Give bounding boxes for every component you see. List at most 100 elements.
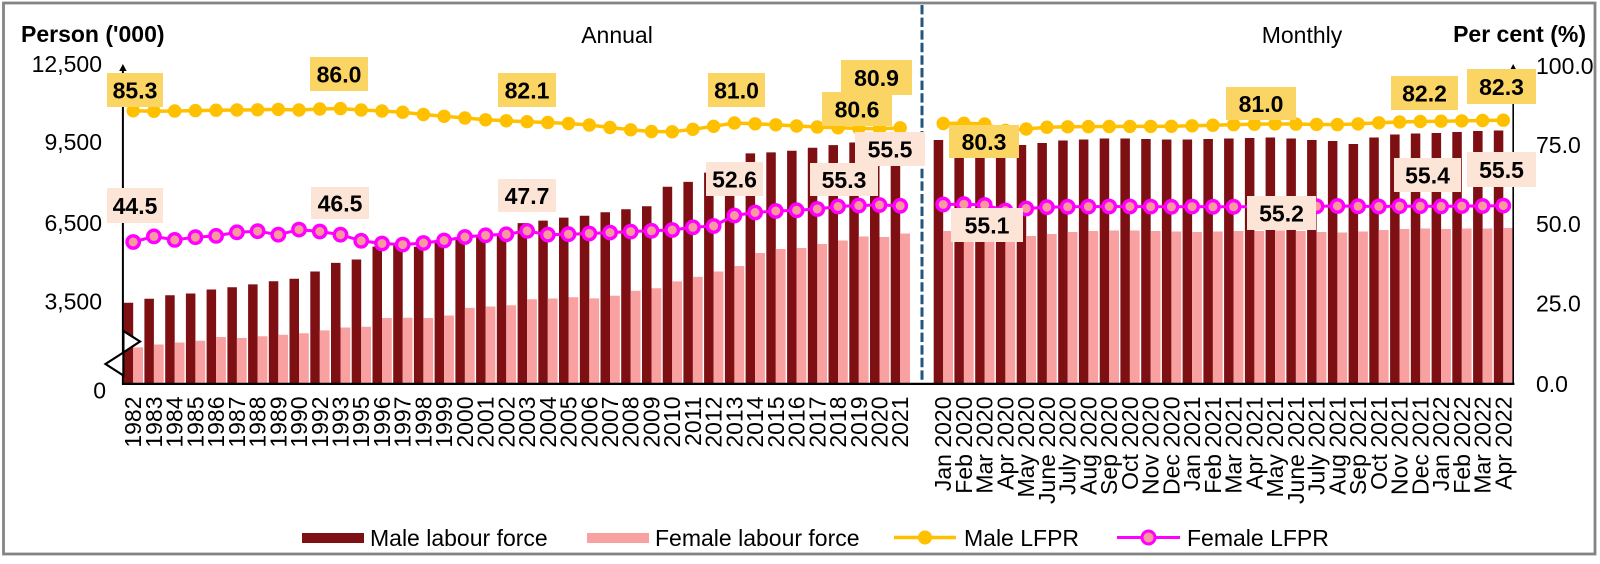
svg-text:2007: 2007	[597, 397, 623, 448]
svg-text:Monthly: Monthly	[1262, 22, 1343, 48]
svg-text:Nov 2021: Nov 2021	[1387, 397, 1413, 495]
svg-text:Dec 2020: Dec 2020	[1158, 397, 1184, 495]
svg-text:52.6: 52.6	[712, 167, 757, 193]
svg-text:2001: 2001	[473, 396, 499, 447]
svg-text:1988: 1988	[245, 397, 271, 448]
svg-text:Feb 2022: Feb 2022	[1449, 397, 1475, 494]
svg-text:1983: 1983	[141, 397, 167, 448]
svg-text:2011: 2011	[680, 397, 706, 446]
svg-text:1985: 1985	[182, 397, 208, 448]
svg-text:55.1: 55.1	[965, 213, 1010, 239]
svg-text:1987: 1987	[224, 397, 250, 448]
svg-text:1982: 1982	[120, 397, 146, 448]
svg-text:2000: 2000	[452, 397, 478, 448]
svg-text:81.0: 81.0	[1239, 91, 1284, 117]
svg-text:Mar 2021: Mar 2021	[1221, 397, 1247, 494]
svg-text:Female LFPR: Female LFPR	[1187, 525, 1329, 551]
svg-text:2016: 2016	[784, 397, 810, 448]
svg-text:55.3: 55.3	[822, 167, 867, 193]
svg-text:Male LFPR: Male LFPR	[964, 525, 1079, 551]
svg-text:2006: 2006	[576, 397, 602, 448]
svg-text:Person ('000): Person ('000)	[21, 21, 165, 47]
svg-text:80.3: 80.3	[962, 129, 1007, 155]
svg-text:2017: 2017	[804, 397, 830, 448]
svg-text:6,500: 6,500	[44, 210, 102, 236]
svg-text:2004: 2004	[535, 396, 561, 447]
svg-text:46.5: 46.5	[318, 191, 363, 217]
svg-text:0.0: 0.0	[1536, 371, 1568, 397]
svg-text:Jan 2022: Jan 2022	[1428, 397, 1454, 492]
svg-text:80.9: 80.9	[854, 65, 899, 91]
svg-text:Apr 2022: Apr 2022	[1490, 397, 1516, 490]
svg-text:Apr 2020: Apr 2020	[992, 397, 1018, 490]
svg-text:2005: 2005	[556, 397, 582, 448]
svg-text:Mar 2022: Mar 2022	[1470, 397, 1496, 494]
svg-text:1996: 1996	[369, 397, 395, 448]
svg-text:Per cent (%): Per cent (%)	[1453, 21, 1586, 47]
svg-text:86.0: 86.0	[317, 62, 362, 88]
svg-text:55.2: 55.2	[1259, 201, 1304, 227]
svg-text:Sep 2020: Sep 2020	[1096, 397, 1122, 495]
svg-text:2009: 2009	[639, 397, 665, 448]
svg-text:1984: 1984	[162, 396, 188, 447]
svg-text:May 2021: May 2021	[1262, 397, 1288, 498]
svg-text:July 2021: July 2021	[1304, 397, 1330, 495]
svg-text:3,500: 3,500	[44, 289, 102, 315]
svg-text:80.6: 80.6	[835, 97, 880, 123]
svg-text:2002: 2002	[493, 397, 519, 448]
svg-text:Nov 2020: Nov 2020	[1138, 397, 1164, 495]
svg-text:1990: 1990	[286, 397, 312, 448]
svg-text:55.5: 55.5	[1479, 157, 1524, 183]
svg-text:Feb 2021: Feb 2021	[1200, 397, 1226, 494]
svg-text:Oct 2020: Oct 2020	[1117, 397, 1143, 490]
svg-text:12,500: 12,500	[32, 51, 102, 77]
svg-text:June 2021: June 2021	[1283, 397, 1309, 504]
svg-text:Mar 2020: Mar 2020	[972, 396, 998, 493]
svg-text:1995: 1995	[348, 397, 374, 448]
svg-text:1999: 1999	[431, 397, 457, 448]
svg-text:2018: 2018	[825, 397, 851, 448]
svg-text:2015: 2015	[763, 397, 789, 448]
svg-text:2013: 2013	[721, 397, 747, 448]
svg-text:82.2: 82.2	[1402, 81, 1447, 107]
svg-text:2010: 2010	[659, 397, 685, 448]
svg-text:9,500: 9,500	[44, 129, 102, 155]
svg-text:1998: 1998	[410, 397, 436, 448]
svg-text:Feb 2020: Feb 2020	[951, 397, 977, 494]
svg-text:Apr 2021: Apr 2021	[1241, 397, 1267, 490]
svg-text:44.5: 44.5	[113, 193, 158, 219]
svg-text:2003: 2003	[514, 397, 540, 448]
svg-text:Male labour force: Male labour force	[370, 525, 548, 551]
svg-text:Aug 2021: Aug 2021	[1324, 397, 1350, 495]
svg-text:55.4: 55.4	[1405, 163, 1450, 189]
svg-text:82.3: 82.3	[1479, 74, 1524, 100]
svg-text:2020: 2020	[867, 397, 893, 448]
svg-text:Sep 2021: Sep 2021	[1345, 397, 1371, 495]
svg-text:55.5: 55.5	[868, 137, 913, 163]
svg-text:2021: 2021	[887, 397, 913, 448]
svg-text:25.0: 25.0	[1536, 291, 1581, 317]
svg-text:Female labour force: Female labour force	[655, 525, 860, 551]
svg-text:81.0: 81.0	[714, 78, 759, 104]
svg-text:1997: 1997	[390, 397, 416, 448]
svg-text:1986: 1986	[203, 397, 229, 448]
svg-text:75.0: 75.0	[1536, 132, 1581, 158]
svg-text:Jan 2020: Jan 2020	[930, 396, 956, 491]
svg-text:2019: 2019	[846, 397, 872, 448]
svg-text:0: 0	[93, 378, 106, 404]
svg-text:2014: 2014	[742, 396, 768, 447]
svg-text:Dec 2021: Dec 2021	[1407, 397, 1433, 495]
svg-text:1993: 1993	[328, 397, 354, 448]
svg-text:Jan 2021: Jan 2021	[1179, 397, 1205, 492]
svg-text:Annual: Annual	[581, 22, 653, 48]
svg-text:100.0: 100.0	[1536, 53, 1594, 79]
svg-text:1989: 1989	[265, 397, 291, 448]
svg-text:July 2020: July 2020	[1055, 397, 1081, 495]
svg-text:Aug 2020: Aug 2020	[1075, 397, 1101, 495]
svg-text:85.3: 85.3	[113, 78, 158, 104]
svg-text:50.0: 50.0	[1536, 211, 1581, 237]
svg-text:June 2020: June 2020	[1034, 397, 1060, 504]
svg-text:47.7: 47.7	[505, 183, 550, 209]
svg-text:82.1: 82.1	[505, 78, 550, 104]
svg-text:Oct 2021: Oct 2021	[1366, 397, 1392, 490]
